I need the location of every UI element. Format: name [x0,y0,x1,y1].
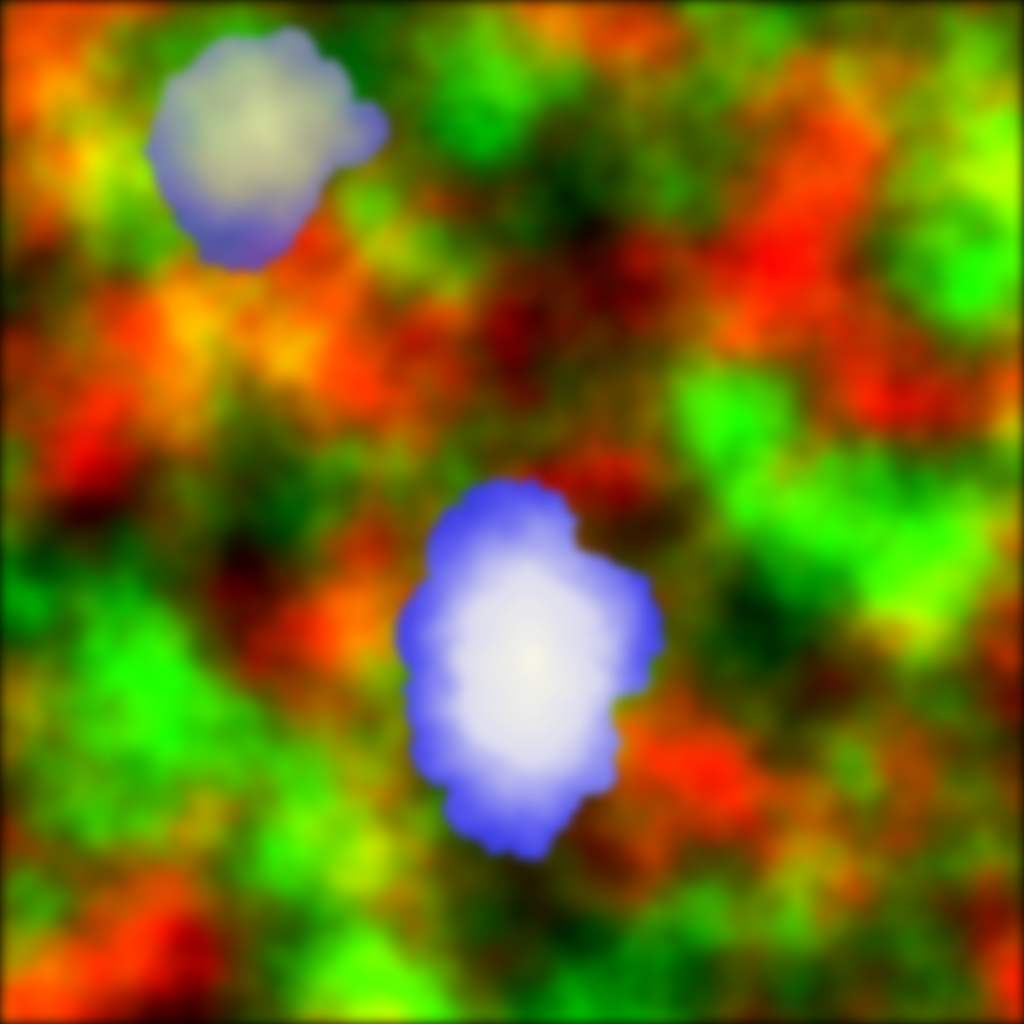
center-blob [397,478,662,856]
upper-left-blob [144,33,385,264]
